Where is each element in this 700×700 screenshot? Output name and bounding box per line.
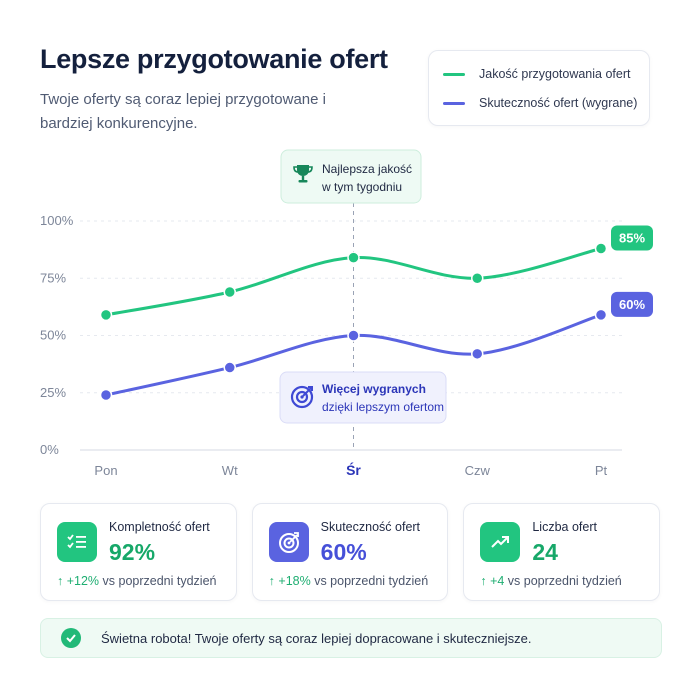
legend-item-effectiveness: Skuteczność ofert (wygrane) (443, 96, 637, 110)
legend-label-effectiveness: Skuteczność ofert (wygrane) (479, 96, 638, 110)
data-point (471, 347, 484, 361)
y-tick-label: 100% (40, 213, 74, 228)
end-value-label: 85% (619, 230, 645, 245)
kpi-change: ↑ +18% vs poprzedni tydzień (269, 574, 428, 588)
success-banner: Świetna robota! Twoje oferty są coraz le… (40, 618, 662, 658)
annotation-wins-line1: Więcej wygranych (322, 382, 426, 396)
checklist-icon (57, 522, 97, 562)
kpi-change-text: vs poprzedni tydzień (310, 574, 429, 588)
annotation-quality-line2: w tym tygodniu (321, 180, 402, 194)
banner-text: Świetna robota! Twoje oferty są coraz le… (101, 630, 532, 646)
end-value-badge: 85% (611, 225, 653, 251)
trophy-icon (293, 165, 313, 183)
legend-item-quality: Jakość przygotowania ofert (443, 67, 630, 81)
data-point (471, 272, 484, 285)
kpi-card-offer-count: Liczba ofert 24 ↑ +4 vs poprzedni tydzie… (463, 503, 661, 601)
trend-up-icon (480, 522, 521, 562)
kpi-change-number: ↑ +4 (480, 574, 505, 588)
data-point (594, 308, 608, 322)
target-icon (290, 385, 314, 409)
kpi-change-text: vs poprzedni tydzień (504, 574, 622, 588)
kpi-value: 92% (109, 539, 156, 565)
chart-series: 85% 60% (99, 225, 653, 402)
y-tick-label: 75% (40, 270, 66, 285)
data-point (99, 308, 113, 322)
annotation-quality-line1: Najlepsza jakość (322, 162, 412, 176)
legend-label-quality: Jakość przygotowania ofert (479, 67, 631, 81)
data-point (594, 242, 608, 255)
x-tick-label: Śr (346, 461, 361, 478)
data-point (223, 285, 236, 299)
kpi-value: 60% (320, 539, 367, 565)
data-point (99, 388, 113, 402)
kpi-value: 24 (532, 539, 558, 565)
kpi-cards: Kompletność ofert 92% ↑ +12% vs poprzedn… (40, 503, 661, 601)
line-chart: 100% 75% 50% 25% 0% Pon Wt Śr Czw Pt 85% 60% Najl… (40, 149, 653, 478)
kpi-change: ↑ +12% vs poprzedni tydzień (57, 574, 216, 588)
y-tick-label: 50% (40, 328, 66, 343)
kpi-change-text: vs poprzedni tydzień (99, 574, 217, 588)
end-value-label: 60% (619, 297, 645, 312)
kpi-change-number: ↑ +12% (57, 574, 100, 588)
annotation-wins-line2: dzięki lepszym ofertom (322, 400, 444, 414)
kpi-change-number: ↑ +18% (268, 574, 311, 588)
annotation-best-quality: Najlepsza jakość w tym tygodniu (280, 149, 422, 204)
annotation-more-wins: Więcej wygranych dzięki lepszym ofertom (279, 371, 447, 424)
target-icon (268, 522, 309, 562)
kpi-label: Kompletność ofert (109, 520, 210, 534)
legend-swatch-green (443, 72, 465, 76)
x-axis-ticks: Pon Wt Śr Czw Pt (94, 461, 607, 478)
page-title: Lepsze przygotowanie ofert (40, 44, 388, 74)
x-tick-label: Pon (94, 463, 117, 478)
kpi-label: Skuteczność ofert (320, 520, 421, 534)
data-point (347, 251, 360, 264)
legend-swatch-blue (443, 101, 465, 105)
kpi-card-effectiveness: Skuteczność ofert 60% ↑ +18% vs poprzedn… (251, 503, 449, 601)
data-point (347, 329, 360, 342)
page-subtitle: Twoje oferty są coraz lepiej przygotowan… (40, 91, 326, 132)
kpi-change: ↑ +4 vs poprzedni tydzień (480, 574, 621, 588)
kpi-card-completeness: Kompletność ofert 92% ↑ +12% vs poprzedn… (40, 503, 237, 601)
kpi-label: Liczba ofert (532, 520, 597, 534)
y-axis-ticks: 100% 75% 50% 25% 0% (40, 213, 74, 457)
y-tick-label: 0% (40, 442, 59, 457)
y-tick-label: 25% (40, 385, 66, 400)
end-value-badge: 60% (611, 291, 653, 317)
x-tick-label: Czw (465, 463, 491, 478)
check-circle-icon (61, 628, 81, 648)
x-tick-label: Wt (222, 463, 238, 478)
chart-legend: Jakość przygotowania ofert Skuteczność o… (428, 50, 650, 126)
data-point (223, 361, 236, 374)
x-tick-label: Pt (595, 463, 608, 478)
chart-grid (80, 220, 622, 451)
